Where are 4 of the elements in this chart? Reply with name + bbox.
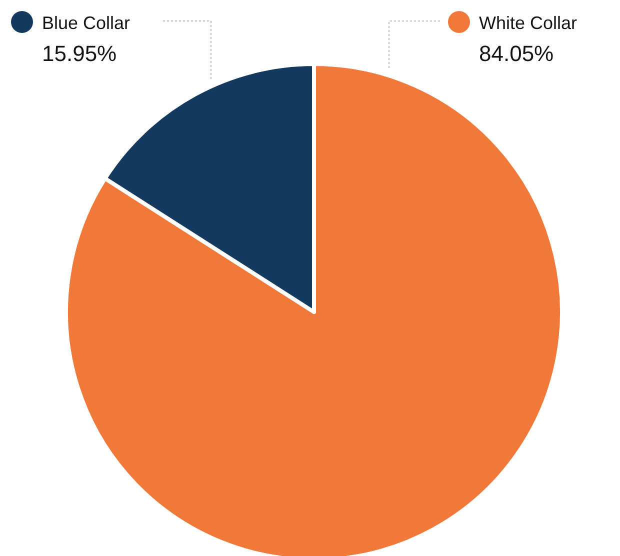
- legend-label: Blue Collar: [42, 13, 130, 33]
- data-label: 84.05%: [479, 41, 554, 66]
- data-label: 15.95%: [42, 41, 117, 66]
- slice-label: White Collar: [479, 13, 578, 33]
